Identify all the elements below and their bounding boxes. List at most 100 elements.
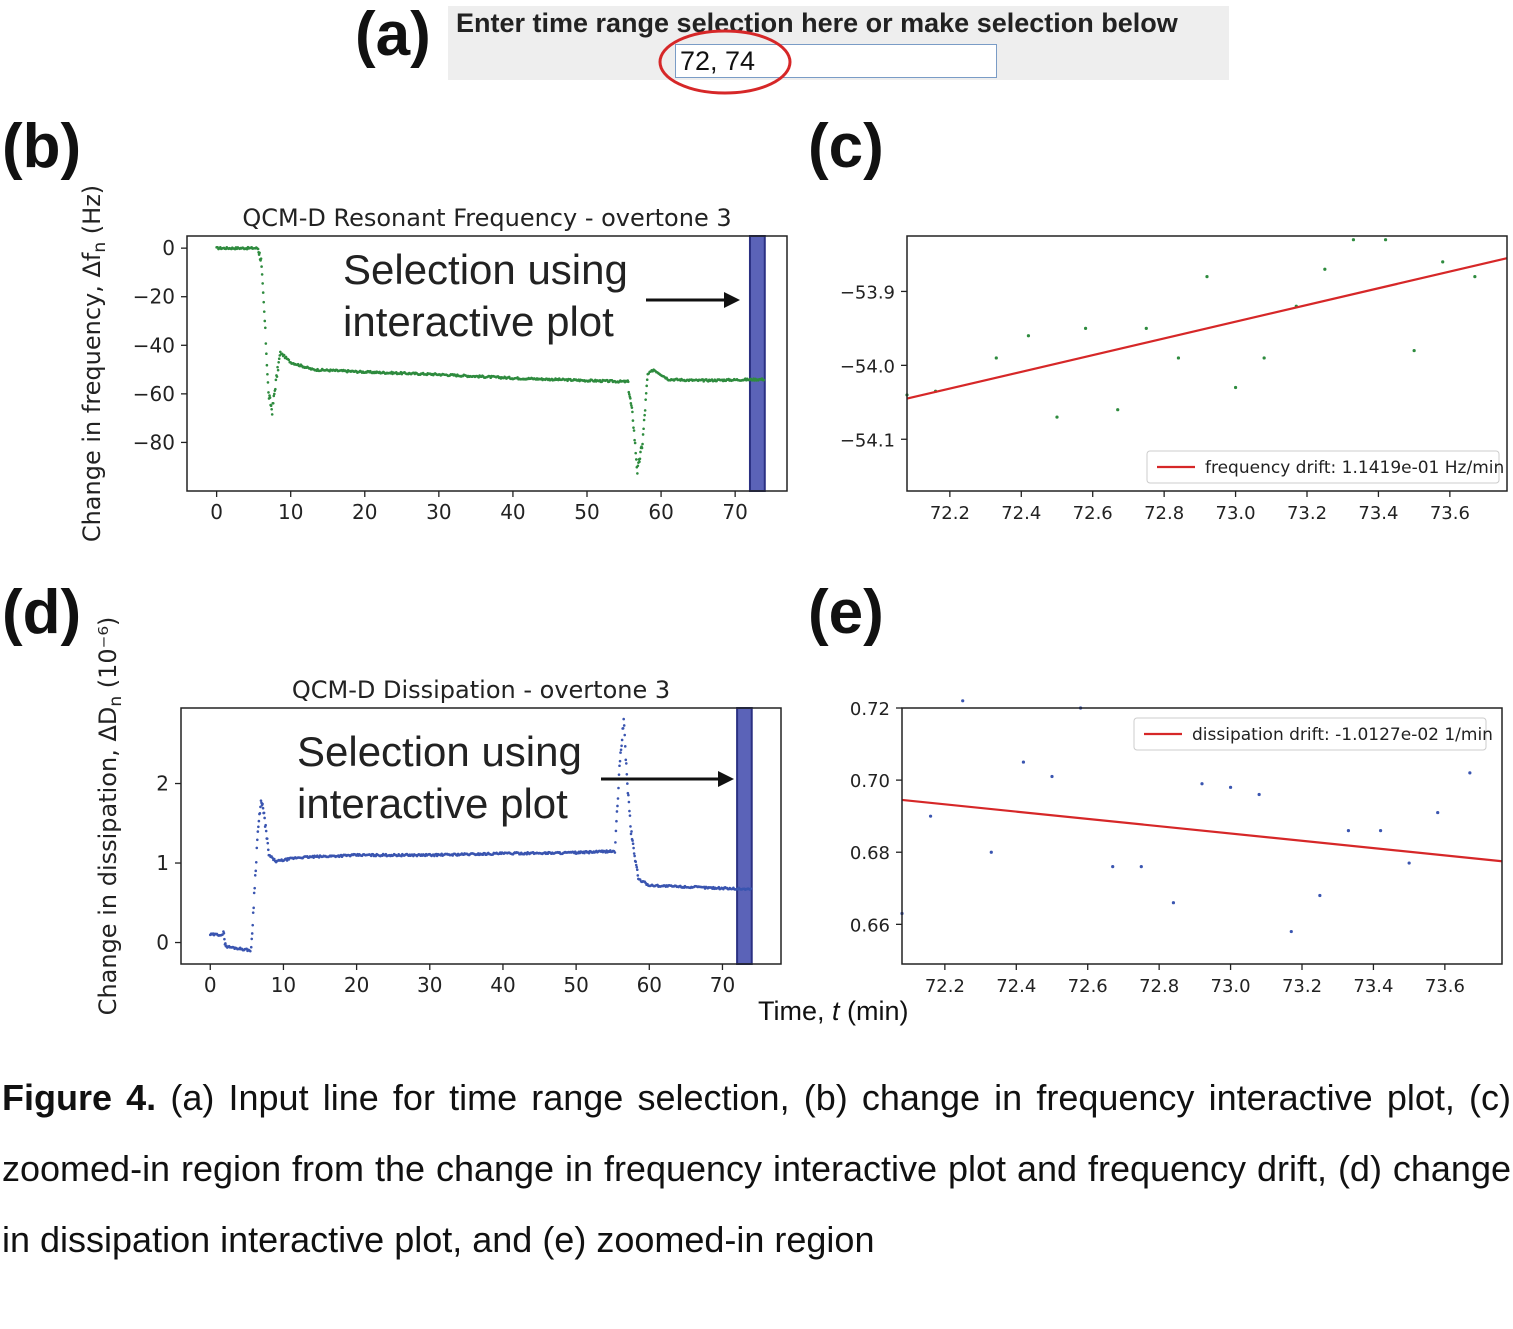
caption-text: (a) Input line for time range selection,… (2, 1077, 1511, 1260)
data-point (277, 357, 281, 361)
data-point (644, 391, 648, 395)
data-point (279, 350, 282, 354)
plot-b: QCM-D Resonant Frequency - overtone 3 Sel… (78, 185, 788, 542)
data-point (627, 393, 631, 396)
x-tick-label: 40 (500, 500, 525, 524)
y-tick-label: −80 (133, 430, 175, 454)
x-tick-label: 60 (648, 500, 673, 524)
panel-label-a: (a) (355, 0, 431, 69)
x-tick-label: 30 (426, 500, 451, 524)
data-point (272, 394, 276, 398)
data-point (273, 392, 276, 396)
data-point (274, 378, 278, 382)
data-point (632, 429, 636, 432)
plot-frame (186, 235, 788, 492)
data-point (267, 391, 270, 394)
data-point (265, 352, 268, 355)
data-point (287, 358, 291, 362)
data-point (636, 464, 640, 468)
data-point (275, 375, 279, 378)
data-point (270, 407, 273, 411)
data-point (638, 460, 641, 464)
data-point (630, 404, 633, 407)
data-points (215, 245, 766, 475)
chart-title: QCM-D Resonant Frequency - overtone 3 (242, 204, 731, 232)
data-point (639, 450, 642, 454)
data-point (629, 402, 633, 405)
data-point (271, 401, 275, 405)
data-point (259, 257, 263, 260)
data-point (633, 438, 636, 442)
figure-caption: Figure 4. (a) Input line for time range … (2, 1062, 1511, 1275)
panel-label-d: (d) (2, 578, 82, 647)
data-point (270, 413, 274, 416)
data-point (642, 418, 646, 422)
data-point (645, 378, 649, 382)
data-point (276, 365, 279, 369)
data-point (643, 409, 647, 412)
data-point (258, 251, 261, 255)
annotation-arrow-head (724, 292, 740, 308)
data-point (762, 378, 766, 382)
data-point (280, 352, 284, 356)
data-point (634, 458, 638, 461)
data-point (263, 319, 267, 323)
x-tick-label: 70 (722, 500, 747, 524)
data-point (268, 396, 272, 399)
y-tick-label: −20 (133, 285, 175, 309)
data-point (633, 441, 637, 445)
data-point (627, 390, 631, 394)
x-tick-label: 10 (278, 500, 303, 524)
annotation-line1: Selection using (343, 246, 628, 293)
data-point (631, 419, 635, 422)
data-point (640, 446, 644, 450)
caption-lead: Figure 4. (2, 1077, 157, 1118)
data-point (264, 342, 268, 345)
data-point (638, 457, 642, 461)
data-point (262, 300, 266, 304)
data-point (261, 291, 265, 294)
data-point (262, 310, 266, 313)
data-point (266, 381, 270, 384)
data-point (274, 387, 277, 391)
y-axis-label: Change in frequency, Δfn (Hz) (78, 185, 110, 542)
data-point (629, 397, 632, 400)
data-point (634, 451, 638, 455)
data-point (644, 398, 647, 401)
x-label-variable: t (832, 996, 840, 1026)
data-point (269, 404, 273, 408)
data-point (626, 380, 630, 384)
data-point (641, 442, 644, 446)
y-tick-label: −60 (133, 382, 175, 406)
data-point (268, 394, 271, 397)
data-point (256, 247, 260, 251)
data-point (282, 353, 286, 357)
data-point (260, 265, 263, 268)
data-point (643, 413, 646, 417)
y-tick-label: −40 (133, 333, 175, 357)
data-point (631, 410, 634, 414)
x-tick-label: 20 (352, 500, 377, 524)
x-tick-label: 50 (574, 500, 599, 524)
data-point (645, 384, 649, 388)
data-point (277, 360, 280, 364)
panel-label-b: (b) (2, 112, 82, 181)
selection-span (748, 235, 766, 492)
y-tick-label: 0 (162, 236, 175, 260)
data-point (266, 372, 269, 376)
data-point (636, 472, 639, 475)
data-point (261, 282, 264, 285)
annotation-line2: interactive plot (343, 298, 614, 345)
data-point (632, 426, 635, 429)
data-point (641, 433, 645, 436)
x-label-prefix: Time, (758, 996, 832, 1026)
data-point (260, 273, 264, 276)
shared-x-axis-label: Time, t (min) (758, 996, 909, 1027)
panel-label-e: (e) (808, 578, 884, 647)
data-point (265, 363, 269, 367)
panel-label-c: (c) (808, 112, 884, 181)
time-range-label: Enter time range selection here or make … (456, 8, 1178, 38)
x-label-suffix: (min) (839, 996, 909, 1026)
data-point (276, 368, 280, 372)
